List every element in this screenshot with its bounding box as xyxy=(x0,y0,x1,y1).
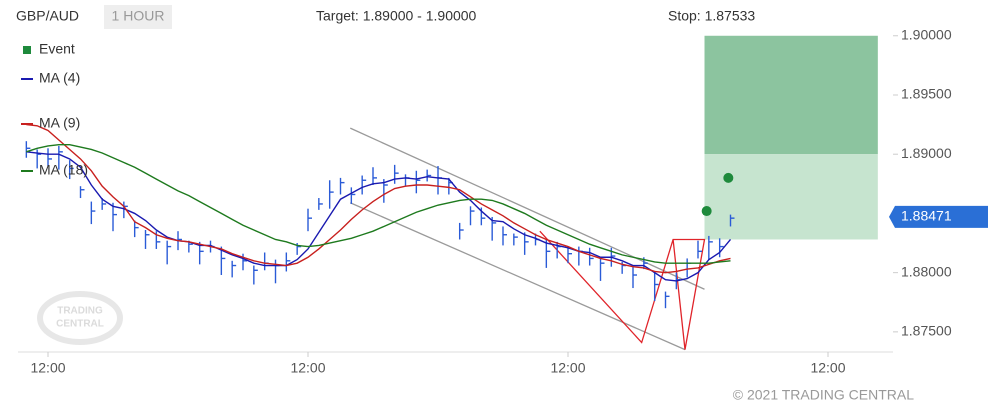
event-marker xyxy=(723,172,734,183)
stop-label: Stop: 1.87533 xyxy=(668,8,755,24)
event-marker xyxy=(701,206,712,217)
legend-label: Event xyxy=(39,41,75,57)
watermark-text: TRADING xyxy=(57,306,103,317)
timeframe: 1 HOUR xyxy=(112,8,165,24)
y-tick-label: 1.90000 xyxy=(901,26,952,42)
legend-swatch xyxy=(23,46,31,54)
watermark: TRADING CENTRAL xyxy=(37,291,123,345)
y-tick-label: 1.87500 xyxy=(901,323,952,339)
legend-label: MA (18) xyxy=(39,162,88,178)
y-tick-label: 1.88000 xyxy=(901,263,952,279)
symbol: GBP/AUD xyxy=(16,8,79,24)
copyright: © 2021 TRADING CENTRAL xyxy=(733,387,914,403)
target-zone xyxy=(704,35,878,155)
x-tick-label: 12:00 xyxy=(550,360,585,376)
x-tick-label: 12:00 xyxy=(290,360,325,376)
last-price-tag xyxy=(889,205,988,228)
target-zone xyxy=(704,154,878,240)
moving-average xyxy=(26,144,731,264)
legend-label: MA (9) xyxy=(39,115,80,131)
legend-label: MA (4) xyxy=(39,70,80,86)
moving-average xyxy=(26,123,731,274)
trend-line xyxy=(349,202,686,351)
watermark-text: CENTRAL xyxy=(56,319,104,330)
target-label: Target: 1.89000 - 1.90000 xyxy=(316,8,477,24)
y-tick-label: 1.89000 xyxy=(901,145,952,161)
timeframe-box xyxy=(104,5,172,29)
y-tick-label: 1.89500 xyxy=(901,86,952,102)
x-tick-label: 12:00 xyxy=(30,360,65,376)
watermark-ring xyxy=(37,291,123,345)
trend-line xyxy=(349,127,705,290)
moving-average xyxy=(26,151,732,282)
last-price-label: 1.88471 xyxy=(901,208,952,224)
trend-line xyxy=(539,230,706,350)
x-tick-label: 12:00 xyxy=(810,360,845,376)
